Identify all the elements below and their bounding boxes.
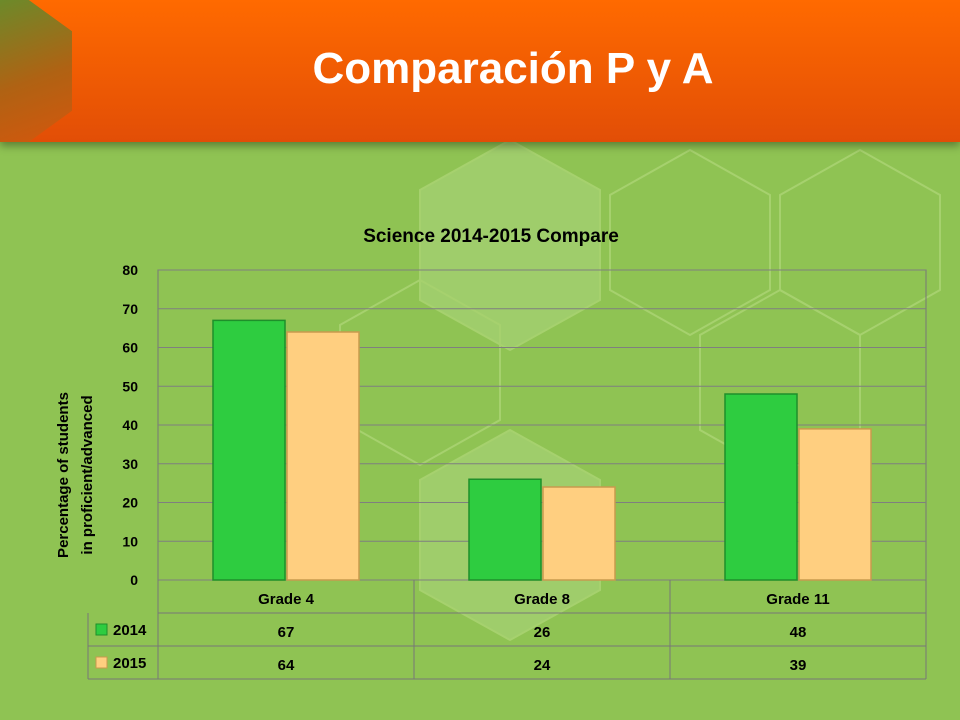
bars: [212, 319, 872, 581]
y-tick-label: 80: [122, 262, 138, 278]
category-label: Grade 8: [514, 591, 570, 608]
corner-decoration: [0, 0, 72, 142]
bar-2015-grade-11: [798, 428, 872, 581]
title-bar: Comparación P y A: [0, 0, 960, 142]
gridlines: [157, 269, 927, 581]
y-tick-label: 0: [130, 572, 138, 588]
y-axis-label-line2: in proficient/advanced: [79, 395, 96, 554]
y-tick-label: 10: [122, 533, 138, 549]
chart-title: Science 2014-2015 Compare: [363, 226, 619, 247]
category-label: Grade 11: [766, 591, 829, 608]
bar-2015-grade-4: [286, 331, 360, 581]
bar-2014-grade-8: [468, 478, 542, 581]
y-tick-label: 60: [122, 340, 138, 356]
bar-2014-grade-11: [724, 393, 798, 581]
y-tick-label: 70: [122, 301, 138, 317]
category-label: Grade 4: [258, 591, 315, 608]
y-tick-labels: 0 10 20 30 40 50 60 70 80: [122, 262, 138, 588]
bar-2015-grade-8: [542, 486, 616, 581]
y-tick-label: 30: [122, 456, 138, 472]
data-label: 64: [278, 657, 295, 674]
data-table: Grade 4 Grade 8 Grade 11 2014 67 26 48 2015 64 24…: [87, 580, 927, 680]
bar-2014-grade-4: [212, 319, 286, 581]
data-label: 48: [790, 624, 807, 641]
y-axis-label-line1: Percentage of students: [55, 392, 72, 558]
y-tick-label: 40: [122, 417, 138, 433]
data-label: 39: [790, 657, 807, 674]
data-label: 26: [534, 624, 551, 641]
legend-swatch-2014: [95, 623, 108, 636]
slide-title: Comparación P y A: [312, 44, 714, 93]
legend-label-2015: 2015: [113, 655, 146, 672]
legend-swatch-2015: [95, 656, 108, 669]
data-label: 24: [534, 657, 551, 674]
legend-label-2014: 2014: [113, 622, 147, 639]
y-tick-label: 20: [122, 495, 138, 511]
y-tick-label: 50: [122, 378, 138, 394]
data-label: 67: [278, 624, 295, 641]
